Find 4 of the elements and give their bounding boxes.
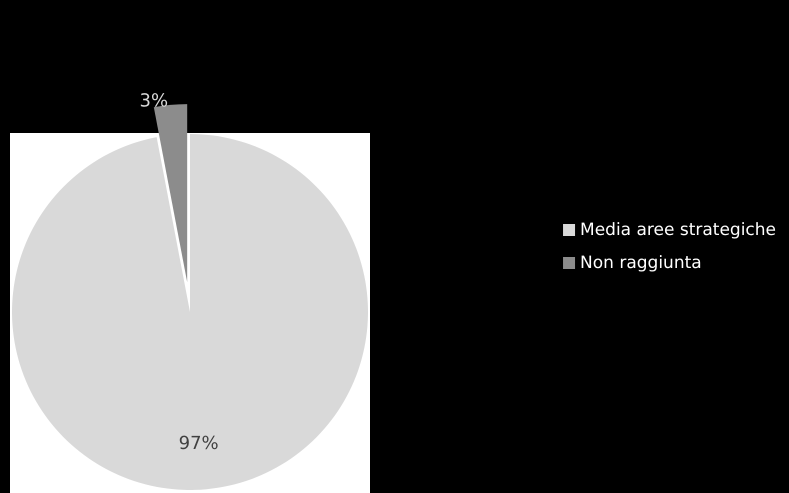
legend-label: Non raggiunta: [580, 253, 702, 273]
legend-label: Media aree strategiche: [580, 220, 776, 240]
data-label: 97%: [178, 433, 219, 454]
data-label: 3%: [139, 90, 168, 112]
